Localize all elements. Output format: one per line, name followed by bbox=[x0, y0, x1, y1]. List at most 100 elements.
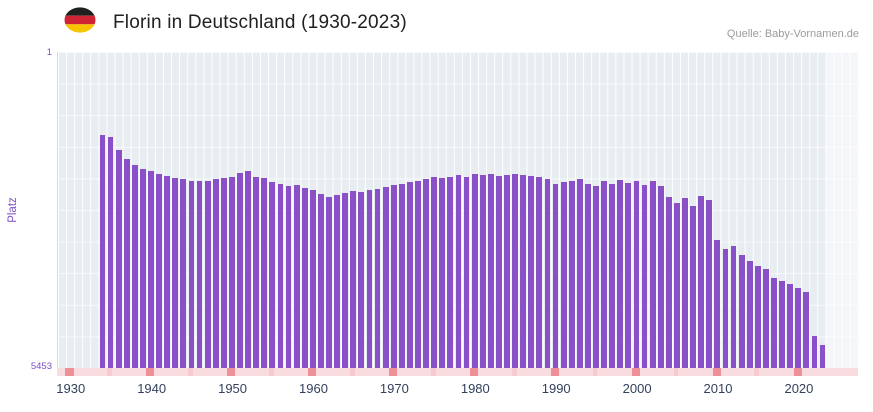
bar-2003[interactable] bbox=[657, 186, 664, 368]
bar-1967[interactable] bbox=[366, 190, 373, 368]
bar-1984[interactable] bbox=[504, 174, 510, 368]
bar-1942[interactable] bbox=[164, 175, 171, 368]
bar-2021[interactable] bbox=[803, 292, 810, 368]
bar-1950[interactable] bbox=[229, 176, 235, 368]
bar-1970[interactable] bbox=[390, 185, 397, 368]
bar-1998[interactable] bbox=[617, 180, 624, 368]
bar-2002[interactable] bbox=[649, 181, 656, 368]
bar-2022[interactable] bbox=[811, 335, 818, 368]
bar-1935[interactable] bbox=[107, 137, 114, 368]
bar-1961[interactable] bbox=[318, 193, 324, 368]
bar-1990[interactable] bbox=[552, 184, 559, 368]
bar-2013[interactable] bbox=[738, 254, 745, 368]
bar-1959[interactable] bbox=[301, 188, 308, 368]
bar-2008[interactable] bbox=[698, 195, 705, 368]
source-link[interactable]: Quelle: Baby-Vornamen.de bbox=[726, 28, 859, 40]
bar-1945[interactable] bbox=[188, 180, 195, 368]
bar-1951[interactable] bbox=[237, 172, 243, 368]
bar-2001[interactable] bbox=[641, 185, 648, 368]
bar-2016[interactable] bbox=[763, 269, 769, 368]
bar-1986[interactable] bbox=[520, 175, 527, 368]
bar-1965[interactable] bbox=[350, 191, 357, 368]
x-label-2020: 2020 bbox=[784, 381, 814, 396]
bar-1987[interactable] bbox=[528, 175, 535, 368]
bar-2009[interactable] bbox=[706, 199, 713, 368]
bar-1974[interactable] bbox=[423, 178, 430, 368]
x-axis-band bbox=[57, 368, 858, 376]
bar-1963[interactable] bbox=[334, 195, 341, 368]
bar-2012[interactable] bbox=[730, 246, 737, 368]
bar-1972[interactable] bbox=[407, 182, 413, 368]
bar-1956[interactable] bbox=[277, 184, 284, 368]
bar-1939[interactable] bbox=[140, 169, 146, 368]
bar-1953[interactable] bbox=[253, 177, 260, 368]
bar-1957[interactable] bbox=[285, 186, 292, 368]
bar-1994[interactable] bbox=[585, 184, 591, 368]
bar-1960[interactable] bbox=[309, 189, 316, 368]
bar-1937[interactable] bbox=[123, 159, 130, 368]
bar-1954[interactable] bbox=[261, 178, 268, 368]
bar-2014[interactable] bbox=[746, 260, 753, 368]
bar-1971[interactable] bbox=[398, 184, 405, 368]
bar-1981[interactable] bbox=[479, 175, 486, 368]
bar-2000[interactable] bbox=[633, 181, 640, 368]
bar-1995[interactable] bbox=[593, 186, 599, 368]
bar-2011[interactable] bbox=[722, 249, 729, 368]
bar-2023[interactable] bbox=[819, 344, 826, 368]
bar-1962[interactable] bbox=[326, 196, 332, 368]
bar-1966[interactable] bbox=[358, 192, 365, 368]
bar-1968[interactable] bbox=[374, 188, 381, 368]
x-label-1990: 1990 bbox=[541, 381, 571, 396]
bar-1975[interactable] bbox=[431, 177, 438, 368]
bar-1977[interactable] bbox=[447, 176, 454, 368]
bar-1976[interactable] bbox=[439, 178, 446, 368]
bar-1980[interactable] bbox=[471, 173, 478, 368]
x-tick-1990 bbox=[550, 368, 560, 376]
bar-1955[interactable] bbox=[269, 181, 276, 368]
bar-2018[interactable] bbox=[779, 280, 786, 368]
bar-2010[interactable] bbox=[714, 240, 721, 368]
bar-1946[interactable] bbox=[196, 181, 203, 368]
bar-1947[interactable] bbox=[204, 180, 211, 368]
bar-1973[interactable] bbox=[415, 180, 421, 368]
bar-1992[interactable] bbox=[568, 180, 575, 368]
bar-1993[interactable] bbox=[576, 179, 583, 368]
bar-1936[interactable] bbox=[115, 150, 122, 368]
bar-1941[interactable] bbox=[156, 173, 163, 368]
bar-1997[interactable] bbox=[609, 184, 616, 368]
bar-1996[interactable] bbox=[601, 181, 608, 368]
bar-2015[interactable] bbox=[754, 266, 761, 368]
bar-1949[interactable] bbox=[220, 178, 227, 368]
bar-1988[interactable] bbox=[536, 177, 543, 368]
bar-1979[interactable] bbox=[463, 177, 470, 368]
x-tick-1970 bbox=[389, 368, 398, 376]
bar-2017[interactable] bbox=[771, 278, 777, 368]
y-axis-label: Platz bbox=[7, 197, 19, 223]
bar-1948[interactable] bbox=[212, 179, 219, 368]
bar-1978[interactable] bbox=[455, 175, 462, 368]
bar-1982[interactable] bbox=[487, 174, 494, 368]
bar-1985[interactable] bbox=[512, 174, 519, 368]
bar-2019[interactable] bbox=[787, 283, 794, 368]
bar-2006[interactable] bbox=[682, 198, 688, 368]
bar-1964[interactable] bbox=[342, 193, 349, 368]
bar-1940[interactable] bbox=[148, 171, 154, 368]
bar-2007[interactable] bbox=[690, 205, 697, 368]
bar-2005[interactable] bbox=[674, 202, 680, 368]
bar-1969[interactable] bbox=[382, 187, 389, 368]
bar-1991[interactable] bbox=[560, 182, 567, 368]
bar-1989[interactable] bbox=[544, 179, 551, 368]
bar-2004[interactable] bbox=[665, 196, 672, 368]
germany-flag-icon bbox=[64, 7, 96, 33]
bar-1938[interactable] bbox=[131, 164, 138, 368]
bar-1934[interactable] bbox=[99, 134, 106, 368]
bar-1983[interactable] bbox=[496, 175, 502, 368]
chart-title: Florin in Deutschland (1930-2023) bbox=[113, 12, 407, 33]
bar-1999[interactable] bbox=[625, 182, 632, 368]
bar-1943[interactable] bbox=[172, 177, 179, 368]
bar-2020[interactable] bbox=[795, 288, 802, 368]
bar-1958[interactable] bbox=[293, 185, 300, 368]
bar-1952[interactable] bbox=[245, 171, 252, 368]
bar-1944[interactable] bbox=[180, 179, 187, 368]
